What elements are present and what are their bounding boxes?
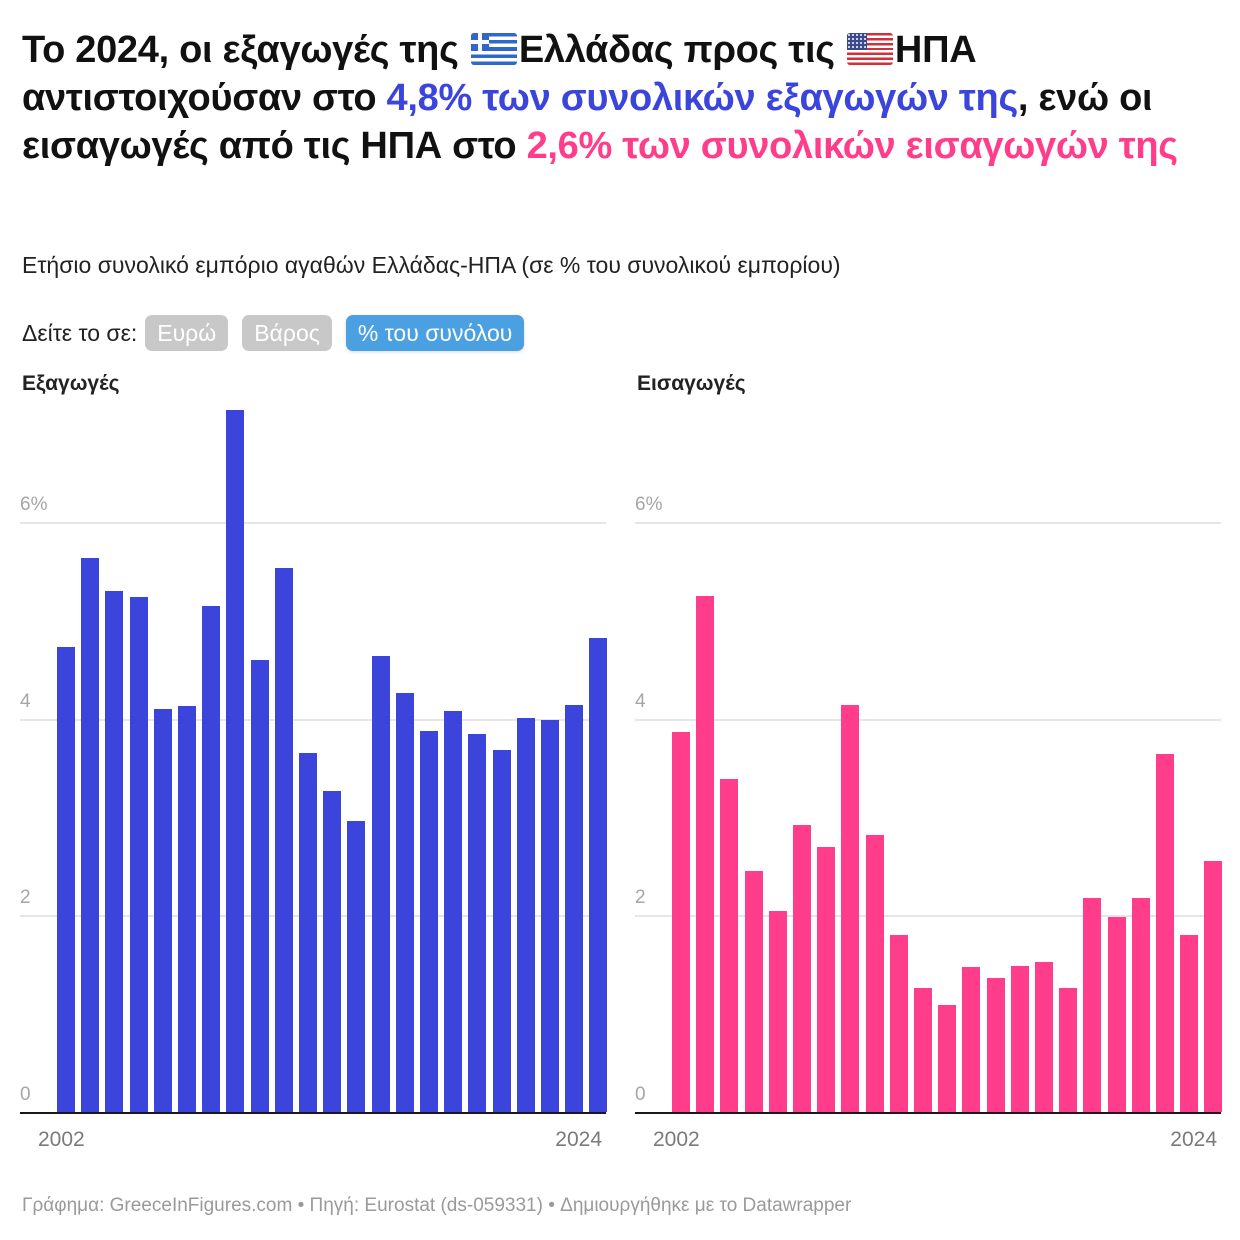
bar-2002[interactable]	[672, 731, 690, 1112]
bar-2014[interactable]	[347, 821, 366, 1112]
y-tick-label: 0	[20, 1084, 31, 1105]
bar-2009[interactable]	[841, 705, 860, 1112]
toggle-euro-button[interactable]: Ευρώ	[145, 315, 229, 351]
bar-2002[interactable]	[57, 647, 75, 1112]
bar-2018[interactable]	[1059, 988, 1078, 1112]
x-tick-label-end: 2024	[1170, 1128, 1217, 1151]
exports-panel-title: Εξαγωγές	[22, 372, 120, 395]
bar-2023[interactable]	[565, 705, 584, 1112]
bar-2007[interactable]	[178, 706, 196, 1112]
bar-2021[interactable]	[1131, 897, 1150, 1112]
gridline	[635, 718, 1221, 721]
bar-2017[interactable]	[420, 730, 438, 1112]
bar-2019[interactable]	[468, 733, 487, 1112]
bar-2017[interactable]	[1035, 961, 1053, 1112]
bar-2020[interactable]	[492, 750, 511, 1112]
bar-2004[interactable]	[105, 591, 124, 1112]
y-tick-label: 2	[20, 887, 31, 909]
bar-2016[interactable]	[1010, 965, 1029, 1112]
bar-2004[interactable]	[720, 778, 739, 1112]
bar-2005[interactable]	[129, 596, 148, 1112]
headline-part-4: , ενώ οι εισαγωγές από τις ΗΠΑ στο	[22, 77, 1153, 167]
greece-flag-icon	[470, 33, 517, 65]
bar-2003[interactable]	[696, 595, 715, 1112]
y-tick-label: 4	[635, 690, 646, 712]
view-toggle-label: Δείτε το σε:	[22, 319, 138, 346]
bar-2012[interactable]	[299, 753, 317, 1112]
bar-2010[interactable]	[865, 834, 884, 1112]
x-tick-label-end: 2024	[555, 1128, 602, 1151]
gridline	[20, 718, 606, 721]
bar-2008[interactable]	[202, 605, 221, 1112]
headline-exports-highlight: 4,8% των συνολικών εξαγωγών της	[386, 77, 1019, 119]
x-axis-line	[20, 1112, 606, 1114]
y-tick-label: 4	[20, 690, 31, 712]
bar-2022[interactable]	[541, 719, 559, 1112]
bar-2019[interactable]	[1083, 897, 1102, 1112]
bar-2022[interactable]	[1156, 754, 1174, 1112]
bar-2003[interactable]	[81, 557, 100, 1112]
bar-2006[interactable]	[153, 708, 172, 1112]
y-tick-label: 6%	[635, 494, 663, 516]
headline-part-3: ΗΠΑ αντιστοιχούσαν στο	[22, 29, 977, 119]
bar-2011[interactable]	[274, 568, 293, 1112]
bar-2009[interactable]	[226, 410, 245, 1112]
headline-part-1: Το 2024, οι εξαγωγές της	[22, 29, 469, 71]
x-tick-label-start: 2002	[653, 1128, 700, 1151]
footer-credits: Γράφημα: GreeceInFigures.com • Πηγή: Eur…	[22, 1195, 852, 1216]
exports-chart: 0 2 4 6% 2002 2024	[20, 400, 608, 1160]
bar-2024[interactable]	[1204, 861, 1223, 1112]
bar-2008[interactable]	[817, 846, 836, 1112]
gridline	[635, 915, 1221, 918]
bar-2024[interactable]	[589, 638, 608, 1112]
bar-2018[interactable]	[444, 710, 463, 1112]
x-axis-line	[635, 1112, 1221, 1114]
bar-2012[interactable]	[914, 988, 932, 1112]
bar-2010[interactable]	[250, 659, 269, 1112]
x-tick-label-start: 2002	[38, 1128, 85, 1151]
y-tick-label: 0	[635, 1084, 646, 1105]
y-tick-label: 2	[635, 887, 646, 909]
headline-imports-highlight: 2,6% των συνολικών εισαγωγών της	[526, 125, 1178, 167]
gridline	[635, 522, 1221, 525]
view-toggle: Δείτε το σε: Ευρώ Βάρος % του συνόλου	[22, 314, 538, 352]
bar-2013[interactable]	[938, 1004, 957, 1112]
bar-2015[interactable]	[371, 655, 390, 1112]
bar-2011[interactable]	[889, 935, 908, 1112]
bar-2006[interactable]	[768, 911, 787, 1112]
imports-panel-title: Εισαγωγές	[637, 372, 746, 395]
chart-subtitle: Ετήσιο συνολικό εμπόριο αγαθών Ελλάδας-Η…	[22, 252, 841, 278]
bar-2014[interactable]	[962, 966, 981, 1112]
y-tick-label: 6%	[20, 494, 48, 516]
bar-2013[interactable]	[323, 790, 342, 1112]
headline: Το 2024, οι εξαγωγές της Ελλάδας προς τι…	[22, 26, 1222, 170]
usa-flag-icon	[846, 33, 893, 65]
bar-2023[interactable]	[1180, 935, 1199, 1112]
bar-2020[interactable]	[1107, 917, 1126, 1112]
bar-2021[interactable]	[516, 717, 535, 1112]
bar-2007[interactable]	[793, 824, 811, 1112]
imports-chart: 0 2 4 6% 2002 2024	[635, 400, 1223, 1160]
bar-2005[interactable]	[744, 871, 763, 1112]
gridline	[20, 522, 606, 525]
toggle-weight-button[interactable]: Βάρος	[242, 315, 332, 351]
toggle-percent-button[interactable]: % του συνόλου	[345, 315, 525, 351]
headline-part-2: Ελλάδας προς τις	[518, 29, 845, 71]
bar-2015[interactable]	[986, 978, 1005, 1112]
bar-2016[interactable]	[395, 693, 414, 1112]
